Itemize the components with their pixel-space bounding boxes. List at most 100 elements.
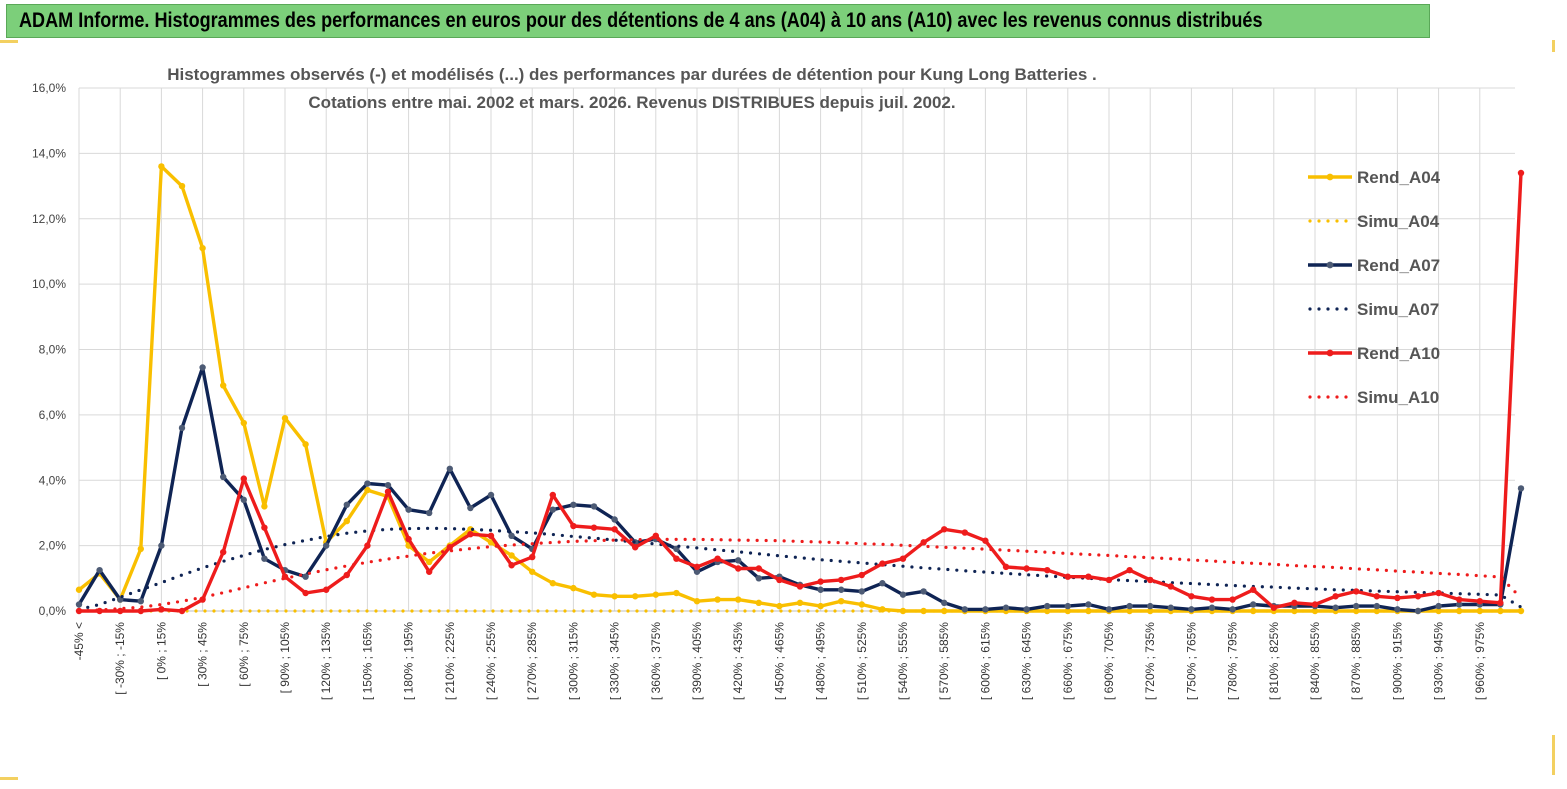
data-point-rend-a07	[1229, 606, 1236, 613]
data-point-rend-a07	[384, 481, 392, 489]
data-point-rend-a07	[1002, 604, 1010, 611]
legend-label: Rend_A10	[1357, 344, 1440, 363]
data-point-rend-a10	[735, 565, 742, 572]
data-point-rend-a10	[426, 568, 433, 575]
data-point-rend-a04	[858, 601, 865, 608]
data-point-rend-a07	[1456, 601, 1463, 608]
data-point-rend-a10	[879, 560, 886, 567]
data-point-rend-a07	[1188, 606, 1195, 613]
data-point-rend-a07	[426, 509, 433, 517]
legend-label: Simu_A04	[1357, 212, 1440, 231]
data-point-rend-a04	[281, 414, 289, 422]
x-tick-label: [ 720% ; 735%	[1143, 622, 1157, 700]
data-point-rend-a07	[1147, 602, 1154, 610]
data-point-rend-a10	[899, 555, 907, 562]
x-tick-label: [ 360% ; 375%	[649, 622, 663, 700]
chart-title-line1: Histogrammes observés (-) et modélisés (…	[167, 65, 1097, 84]
data-point-rend-a07	[343, 501, 350, 508]
x-tick-label: [ 330% ; 345%	[608, 622, 622, 700]
data-point-rend-a07	[1332, 604, 1339, 611]
x-tick-label: [ 150% ; 165%	[360, 622, 374, 700]
data-point-rend-a07	[1105, 606, 1113, 613]
data-point-rend-a10	[487, 532, 495, 540]
data-point-rend-a04	[652, 591, 659, 598]
x-tick-label: [ 420% ; 435%	[731, 622, 745, 700]
legend-marker	[1326, 173, 1334, 181]
frame-accent	[0, 40, 18, 43]
y-tick-label: 8,0%	[39, 343, 67, 357]
data-point-rend-a04	[158, 163, 165, 170]
data-point-rend-a10	[1353, 588, 1360, 595]
data-point-rend-a07	[178, 424, 186, 432]
data-point-rend-a07	[1023, 606, 1030, 613]
data-point-rend-a10	[961, 529, 968, 536]
data-point-rend-a07	[487, 491, 495, 499]
data-point-rend-a10	[632, 544, 639, 551]
data-point-rend-a10	[220, 548, 227, 556]
data-point-rend-a04	[75, 586, 83, 593]
data-point-rend-a10	[611, 526, 618, 533]
data-point-rend-a10	[158, 606, 165, 613]
data-point-rend-a04	[735, 596, 742, 603]
data-point-rend-a04	[1126, 607, 1133, 615]
data-point-rend-a07	[899, 591, 907, 598]
legend-label: Simu_A07	[1357, 300, 1439, 319]
legend-label: Rend_A04	[1357, 168, 1441, 187]
data-point-rend-a10	[1105, 576, 1113, 584]
x-tick-label: [ 570% ; 585%	[937, 622, 951, 700]
x-tick-label: [ 210% ; 225%	[443, 622, 457, 700]
data-point-rend-a07	[982, 606, 989, 613]
data-point-rend-a10	[467, 530, 474, 538]
x-tick-label: [ 930% ; 945%	[1432, 622, 1446, 700]
data-point-rend-a10	[446, 544, 453, 551]
data-point-rend-a10	[1188, 593, 1195, 600]
x-tick-label: [ 90% ; 105%	[278, 622, 292, 694]
data-point-rend-a07	[858, 588, 865, 595]
x-tick-label: [ 600% ; 615%	[978, 622, 992, 700]
series-line-rend-a07	[77, 365, 1523, 613]
legend-marker	[1326, 261, 1334, 269]
x-tick-label: [ -30% ; -15%	[113, 622, 127, 695]
legend-item-simu-a04: Simu_A04	[1308, 212, 1440, 231]
x-tick-label: [ 0% ; 15%	[154, 622, 168, 680]
data-point-rend-a10	[261, 524, 268, 531]
data-point-rend-a10	[1311, 601, 1319, 608]
x-tick-label: [ 810% ; 825%	[1267, 622, 1281, 700]
x-tick-label: [ 870% ; 885%	[1349, 622, 1363, 700]
report-title: ADAM Informe. Histogrammes des performan…	[19, 9, 1263, 32]
data-point-rend-a04	[590, 591, 598, 598]
data-point-rend-a10	[982, 537, 989, 544]
y-tick-label: 14,0%	[32, 146, 66, 160]
data-point-rend-a10	[384, 488, 392, 495]
data-point-rend-a10	[117, 607, 124, 615]
data-point-rend-a10	[1435, 589, 1442, 597]
data-point-rend-a07	[364, 480, 371, 487]
data-point-rend-a04	[899, 607, 907, 615]
report-banner: ADAM Informe. Histogrammes des performan…	[6, 4, 1430, 38]
data-point-rend-a10	[838, 576, 845, 584]
data-point-rend-a10	[1085, 573, 1092, 580]
x-tick-label: [ 750% ; 765%	[1184, 622, 1198, 700]
data-point-rend-a04	[240, 419, 247, 427]
data-point-rend-a10	[1291, 599, 1298, 607]
y-tick-label: 16,0%	[32, 81, 66, 95]
data-point-rend-a07	[941, 599, 948, 607]
legend-item-simu-a10: Simu_A10	[1308, 388, 1439, 407]
data-point-rend-a10	[1167, 583, 1175, 590]
data-point-rend-a10	[178, 607, 186, 615]
data-point-rend-a10	[240, 475, 247, 482]
data-point-rend-a04	[426, 558, 433, 566]
legend-item-rend-a04: Rend_A04	[1308, 168, 1441, 187]
data-point-rend-a10	[549, 491, 556, 499]
data-point-rend-a10	[1332, 593, 1339, 600]
data-point-rend-a04	[529, 568, 536, 575]
frame-accent	[1552, 40, 1555, 52]
data-point-rend-a07	[261, 555, 268, 562]
data-point-rend-a04	[673, 589, 680, 597]
data-point-rend-a07	[323, 542, 330, 549]
data-point-rend-a10	[302, 589, 309, 597]
data-point-rend-a10	[529, 553, 536, 561]
data-point-rend-a04	[776, 602, 783, 610]
x-tick-label: [ 450% ; 465%	[772, 622, 786, 700]
